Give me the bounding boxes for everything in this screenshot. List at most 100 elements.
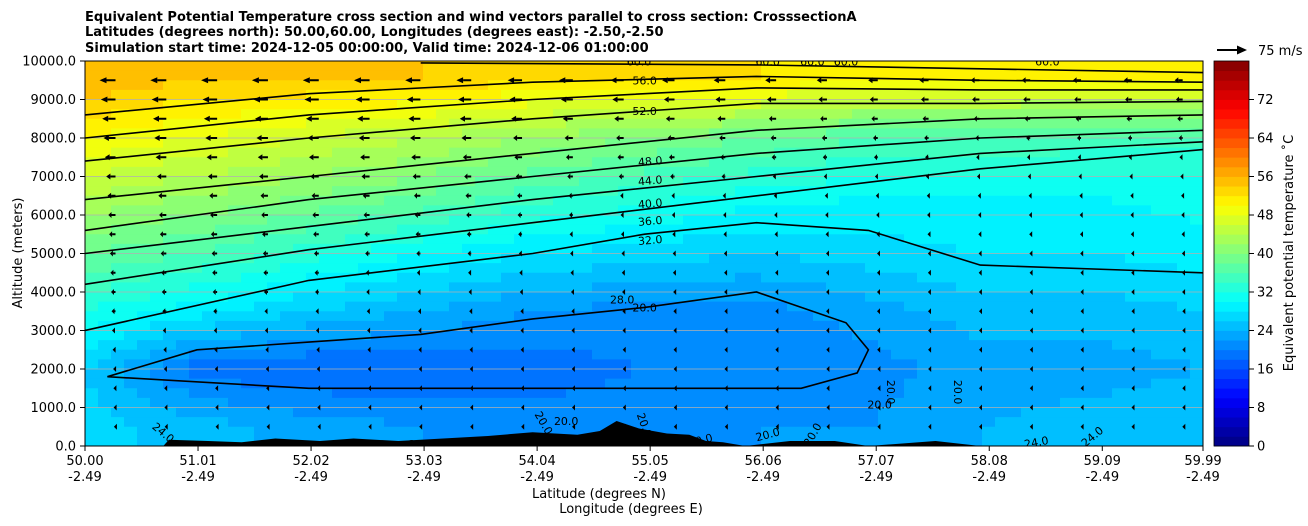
wind-arrow	[314, 250, 319, 257]
shade-cell	[1164, 186, 1178, 197]
shade-cell	[813, 99, 827, 110]
shade-cell	[254, 388, 268, 399]
shade-cell	[189, 397, 203, 409]
colorbar-band	[1214, 109, 1249, 120]
shade-cell	[293, 397, 307, 409]
shade-cell	[228, 301, 242, 312]
shade-cell	[930, 388, 944, 399]
wind-arrow	[1174, 77, 1183, 84]
shade-cell	[488, 234, 502, 245]
wind-arrow	[1181, 231, 1185, 238]
wind-arrow-head	[1182, 327, 1186, 334]
shade-cell	[852, 417, 866, 428]
wind-arrow	[975, 135, 980, 141]
shade-cell	[826, 320, 840, 332]
shade-cell	[98, 417, 112, 428]
shade-cell	[592, 263, 606, 274]
wind-arrow	[456, 77, 472, 84]
wind-arrow	[621, 250, 625, 257]
wind-arrow	[466, 231, 472, 238]
wind-arrow-head	[259, 173, 264, 180]
shade-cell	[241, 70, 255, 81]
wind-arrow-head	[507, 77, 515, 84]
shade-cell	[1047, 99, 1061, 110]
shade-cell	[683, 70, 697, 81]
shade-cell	[514, 349, 528, 360]
wind-arrow	[99, 77, 116, 84]
shade-cell	[397, 253, 411, 264]
shade-cell	[527, 215, 541, 226]
shade-cell	[930, 417, 944, 428]
shade-cell	[683, 186, 697, 197]
wind-arrow	[773, 192, 777, 199]
shade-cell	[605, 311, 619, 322]
shade-cell	[111, 61, 125, 72]
shade-cell	[995, 186, 1009, 197]
shade-cell	[397, 397, 411, 409]
shade-cell	[1138, 378, 1152, 389]
shade-cell	[1047, 407, 1061, 418]
shade-cell	[995, 426, 1009, 437]
shade-cell	[1190, 397, 1203, 409]
wind-arrow-head	[458, 96, 464, 103]
shade-cell	[1164, 215, 1178, 226]
shade-cell	[657, 109, 671, 120]
wind-arrow-head	[1131, 327, 1135, 334]
shade-cell	[98, 272, 112, 283]
shade-cell	[1034, 349, 1048, 360]
wind-arrow-head	[263, 269, 267, 276]
shade-cell	[410, 263, 424, 274]
shade-cell	[566, 378, 580, 389]
shade-cell	[1112, 234, 1126, 245]
shade-cell	[137, 320, 151, 332]
shade-cell	[774, 147, 788, 158]
shade-cell	[878, 80, 892, 91]
wind-arrow-head	[569, 231, 573, 238]
wind-arrow-head	[1029, 269, 1033, 276]
wind-arrow-head	[112, 346, 116, 353]
shade-cell	[917, 118, 931, 129]
shade-cell	[319, 320, 333, 332]
shade-cell	[137, 282, 151, 293]
shade-cell	[1008, 426, 1022, 437]
wind-arrow	[312, 212, 319, 218]
shade-cell	[748, 378, 762, 389]
shade-cell	[358, 205, 372, 216]
shade-cell	[904, 388, 918, 399]
shade-cell	[579, 166, 593, 178]
shade-cell	[1138, 215, 1152, 226]
wind-arrow-head	[722, 192, 726, 199]
shade-cell	[215, 340, 229, 351]
wind-arrow-head	[672, 269, 676, 276]
wind-arrow-head	[571, 366, 575, 372]
shade-cell	[501, 147, 515, 158]
shade-cell	[761, 378, 775, 389]
shade-cell	[202, 243, 216, 255]
shade-cell	[215, 436, 229, 446]
shade-cell	[943, 359, 957, 370]
shade-cell	[1151, 417, 1165, 428]
shade-cell	[891, 320, 905, 332]
shade-cell	[644, 128, 658, 139]
shade-cell	[1125, 138, 1139, 149]
wind-arrow	[826, 250, 829, 257]
wind-arrow-head	[213, 308, 217, 315]
shade-cell	[878, 263, 892, 274]
shade-cell	[878, 340, 892, 351]
shade-cell	[696, 349, 710, 360]
shade-cell	[124, 311, 138, 322]
shade-cell	[254, 80, 268, 91]
wind-arrow	[1029, 231, 1033, 238]
shade-cell	[306, 99, 320, 110]
shade-cell	[527, 263, 541, 274]
shade-cell	[1047, 61, 1061, 72]
shade-cell	[1151, 166, 1165, 178]
shade-cell	[631, 215, 645, 226]
shade-cell	[644, 253, 658, 264]
shade-cell	[1099, 301, 1113, 312]
shade-cell	[1177, 272, 1191, 283]
shade-cell	[410, 166, 424, 178]
wind-arrow-head	[367, 327, 371, 334]
shade-cell	[319, 215, 333, 226]
shade-cell	[748, 340, 762, 351]
